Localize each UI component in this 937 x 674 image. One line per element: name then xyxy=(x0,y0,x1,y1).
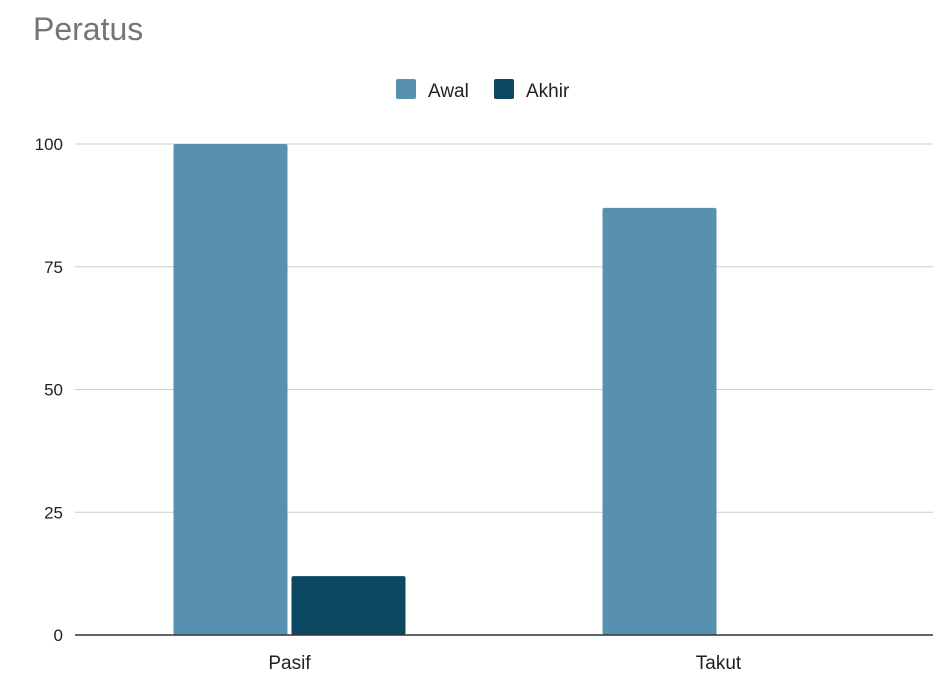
chart-title: Peratus xyxy=(33,11,143,47)
bar-awal-pasif xyxy=(173,144,288,635)
y-axis-ticks: 0 25 50 75 100 xyxy=(35,135,63,645)
legend-label-awal: Awal xyxy=(428,81,469,102)
legend-label-akhir: Akhir xyxy=(526,81,570,102)
legend-swatch-awal xyxy=(396,79,416,99)
y-tick-label: 50 xyxy=(44,381,63,400)
bars xyxy=(173,144,717,635)
y-tick-label: 0 xyxy=(54,626,63,645)
y-tick-label: 100 xyxy=(35,135,63,154)
bar-awal-takut xyxy=(602,207,717,635)
y-tick-label: 25 xyxy=(44,503,63,522)
x-category-label: Takut xyxy=(696,653,742,674)
legend-swatch-akhir xyxy=(494,79,514,99)
bar-akhir-pasif xyxy=(291,576,406,635)
y-tick-label: 75 xyxy=(44,258,63,277)
x-category-label: Pasif xyxy=(268,653,311,674)
x-axis-categories: Pasif Takut xyxy=(268,653,742,674)
legend: Awal Akhir xyxy=(396,79,570,102)
